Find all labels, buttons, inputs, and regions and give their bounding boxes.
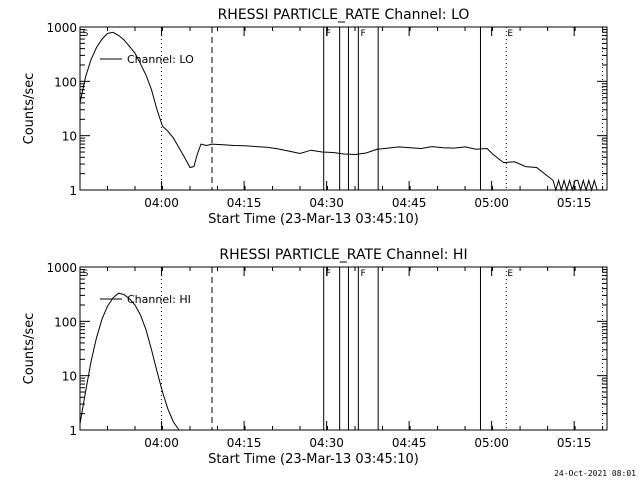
chart-2-xtick-label: 04:30 (309, 436, 344, 450)
chart-1-annotation-f: F (360, 29, 365, 39)
chart-2-legend-label: Channel: HI (127, 293, 191, 306)
chart-1: RHESSI PARTICLE_RATE Channel: LO S F F E Chan… (22, 7, 608, 227)
chart-2-xtick-label: 05:15 (557, 436, 592, 450)
chart-1-title: RHESSI PARTICLE_RATE Channel: LO (218, 7, 470, 23)
chart-2-xtick-label: 04:00 (144, 436, 179, 450)
chart-1-xtick-label: 04:15 (227, 196, 262, 210)
chart-2-ytick-label: 100 (54, 315, 77, 329)
chart-1-ytick-label: 1000 (46, 21, 77, 35)
chart-1-xlabel: Start Time (23-Mar-13 03:45:10) (208, 212, 419, 227)
chart-1-xtick-label: 05:15 (557, 196, 592, 210)
chart-2-plot-frame (79, 266, 608, 431)
chart-1-annotation-f: F (326, 29, 331, 39)
chart-2-ytick-label: 1000 (46, 261, 77, 275)
chart-2-annotation-s: S (83, 269, 89, 279)
chart-1-plot-frame (79, 26, 608, 191)
chart-1-series-line (79, 31, 598, 192)
chart-2-annotation-f: F (360, 269, 365, 279)
chart-2-annotation-f: F (326, 269, 331, 279)
chart-2-ytick-label: 1 (69, 424, 77, 438)
chart-1-ylabel: Counts/sec (22, 73, 37, 145)
chart-1-ytick-label: 10 (62, 130, 77, 144)
chart-2-xtick-label: 04:45 (392, 436, 427, 450)
chart-1-ytick-label: 100 (54, 75, 77, 89)
footer-timestamp: 24-Oct-2021 08:01 (554, 469, 636, 478)
chart-1-annotation-e: E (507, 29, 513, 39)
chart-2-ylabel: Counts/sec (22, 313, 37, 385)
chart-2-xtick-label: 05:00 (474, 436, 509, 450)
chart-2-ytick-label: 10 (62, 370, 77, 384)
chart-1-ytick-label: 1 (69, 184, 77, 198)
chart-1-xtick-label: 04:00 (144, 196, 179, 210)
chart-2-series-line (79, 292, 180, 431)
chart-1-xtick-label: 05:00 (474, 196, 509, 210)
chart-2-xtick-label: 04:15 (227, 436, 262, 450)
chart-1-xtick-label: 04:45 (392, 196, 427, 210)
chart-1-annotation-s: S (83, 29, 89, 39)
chart-2-xlabel: Start Time (23-Mar-13 03:45:10) (208, 452, 419, 467)
chart-2-title: RHESSI PARTICLE_RATE Channel: HI (219, 247, 467, 263)
chart-2: RHESSI PARTICLE_RATE Channel: HI S F F E Chan… (22, 247, 608, 467)
chart-1-xtick-label: 04:30 (309, 196, 344, 210)
chart-2-annotation-e: E (507, 269, 513, 279)
chart-1-legend-label: Channel: LO (127, 53, 194, 66)
